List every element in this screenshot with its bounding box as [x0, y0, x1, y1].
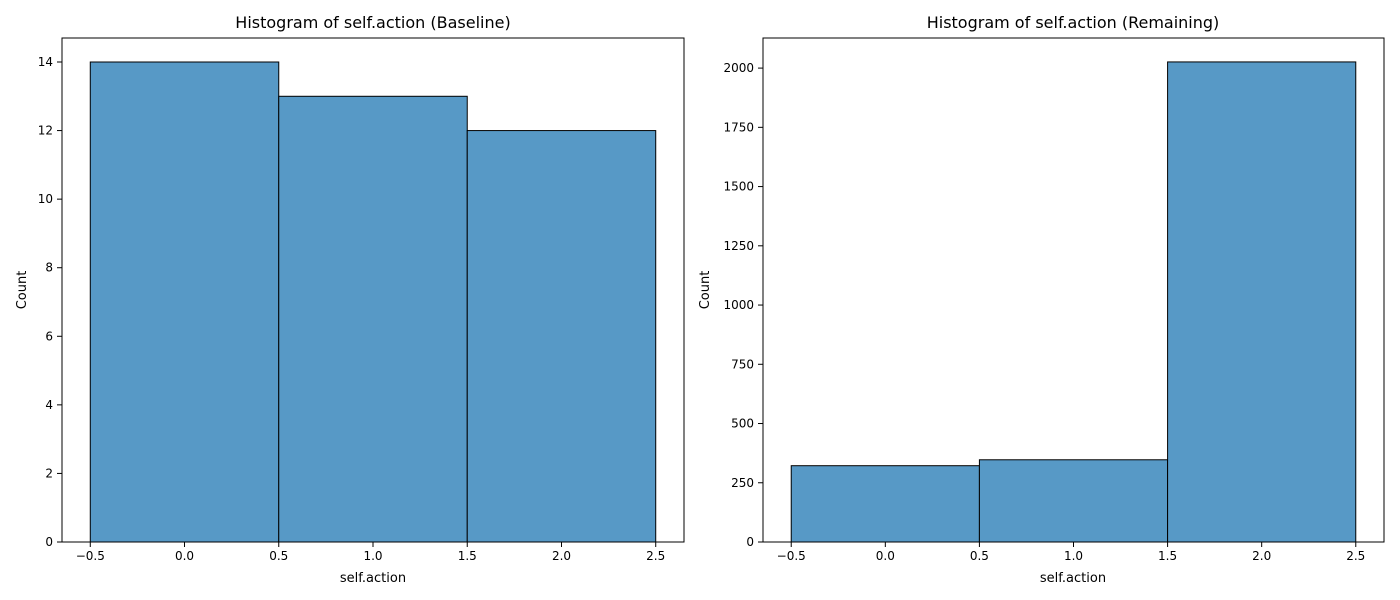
x-tick-label: −0.5 — [76, 549, 105, 563]
y-axis-label: Count — [698, 271, 713, 310]
bars-group — [89, 61, 657, 543]
histogram-bar — [1167, 61, 1357, 543]
x-ticks-group: −0.5 0.0 0.5 1.0 1.5 2.0 2.5 — [777, 542, 1365, 563]
x-axis-label: self.action — [1040, 571, 1106, 586]
x-ticks-group: −0.5 0.0 0.5 1.0 1.5 2.0 2.5 — [76, 542, 665, 563]
bars-group — [790, 61, 1357, 543]
y-axis-label: Count — [15, 271, 30, 310]
y-tick-label: 6 — [45, 329, 53, 343]
y-tick-label: 4 — [45, 398, 53, 412]
y-tick-label: 10 — [38, 192, 53, 206]
axes-frame — [61, 37, 685, 543]
y-tick-label: 12 — [38, 124, 53, 138]
x-tick-label: 2.5 — [646, 549, 665, 563]
x-tick-label: 2.5 — [1346, 549, 1365, 563]
histogram-bar — [278, 95, 468, 543]
x-tick-label: 1.0 — [363, 549, 382, 563]
x-tick-label: −0.5 — [777, 549, 806, 563]
y-tick-label: 0 — [746, 535, 754, 549]
y-tick-label: 2 — [45, 466, 53, 480]
x-tick-label: 2.0 — [552, 549, 571, 563]
histogram-bar — [978, 459, 1169, 543]
y-tick-label: 8 — [45, 261, 53, 275]
y-tick-label: 1750 — [723, 120, 754, 134]
histogram-bar — [89, 61, 280, 543]
y-tick-label: 1000 — [723, 298, 754, 312]
y-tick-label: 14 — [38, 55, 53, 69]
axes-frame — [762, 37, 1385, 543]
x-tick-label: 0.5 — [269, 549, 288, 563]
chart-baseline: Histogram of self.action (Baseline) self… — [15, 13, 685, 586]
y-tick-label: 1500 — [723, 180, 754, 194]
y-ticks-group: 0 250 500 750 1000 1250 1500 1750 2000 — [723, 61, 763, 549]
y-tick-label: 250 — [731, 476, 754, 490]
x-tick-label: 0.0 — [175, 549, 194, 563]
x-tick-label: 0.0 — [876, 549, 895, 563]
x-tick-label: 0.5 — [970, 549, 989, 563]
histogram-bar — [466, 130, 657, 543]
y-ticks-group: 0 2 4 6 8 10 12 14 — [38, 55, 62, 549]
chart-title: Histogram of self.action (Baseline) — [235, 13, 510, 32]
x-tick-label: 2.0 — [1252, 549, 1271, 563]
x-axis-label: self.action — [340, 571, 406, 586]
histogram-bar — [790, 465, 980, 543]
x-tick-label: 1.5 — [1158, 549, 1177, 563]
chart-remaining: Histogram of self.action (Remaining) sel… — [698, 13, 1385, 586]
y-tick-label: 750 — [731, 357, 754, 371]
x-tick-label: 1.5 — [458, 549, 477, 563]
y-tick-label: 1250 — [723, 239, 754, 253]
y-tick-label: 500 — [731, 417, 754, 431]
chart-title: Histogram of self.action (Remaining) — [927, 13, 1220, 32]
y-tick-label: 2000 — [723, 61, 754, 75]
y-tick-label: 0 — [45, 535, 53, 549]
x-tick-label: 1.0 — [1064, 549, 1083, 563]
